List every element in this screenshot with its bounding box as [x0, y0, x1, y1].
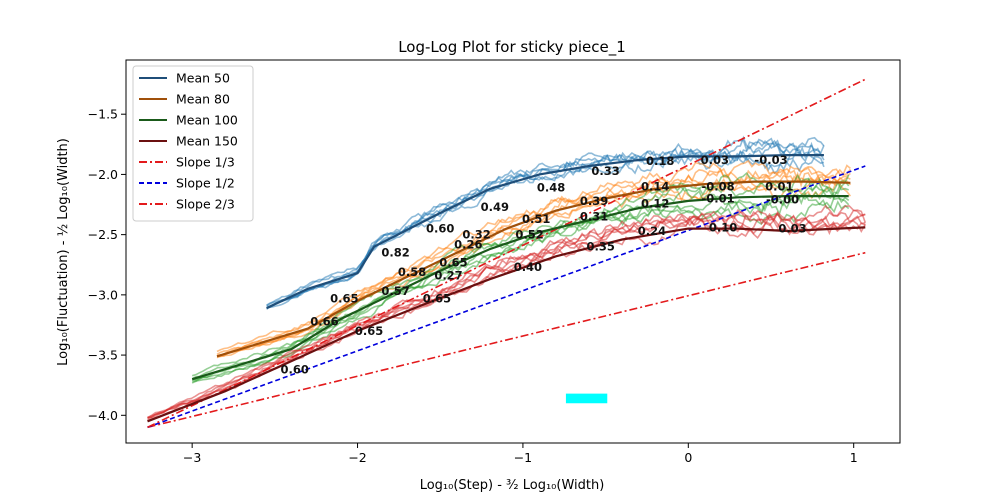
annotation-label: -0.08	[701, 179, 734, 193]
x-tick-label: 0	[684, 450, 692, 465]
mean-line	[266, 154, 824, 310]
annotation-label: 0.01	[765, 179, 793, 193]
y-tick-label: −4.0	[88, 408, 118, 423]
annotation-label: 0.66	[310, 314, 338, 328]
mean-lines	[147, 154, 866, 423]
plot-frame	[125, 59, 901, 444]
x-axis: −3 −2 −1 0 1	[183, 443, 858, 465]
x-tick-label: −1	[514, 450, 532, 465]
legend-label: Mean 80	[176, 92, 230, 107]
y-tick-label: −3.0	[88, 287, 118, 302]
reference-line	[147, 78, 866, 429]
y-tick-label: −2.5	[88, 227, 118, 242]
annotation-label: 0.39	[580, 194, 608, 208]
annotation-label: 0.12	[641, 196, 669, 210]
annotation-label: 0.65	[355, 324, 383, 338]
annotation-label: 0.03	[701, 153, 729, 167]
mean-line	[147, 226, 866, 423]
cyan-overlay	[565, 393, 608, 404]
y-axis: −4.0 −3.5 −3.0 −2.5 −2.0 −1.5	[88, 107, 126, 423]
cyan-rect	[565, 393, 608, 404]
chart-title: Log-Log Plot for sticky piece_1	[398, 38, 626, 57]
annotation-label: 0.51	[522, 212, 550, 226]
annotation-label: 0.31	[580, 210, 608, 224]
reference-line	[147, 165, 866, 429]
annotation-label: -0.01	[701, 192, 734, 206]
x-axis-label: Log₁₀(Step) - ³⁄₂ Log₁₀(Width)	[420, 478, 605, 493]
annotation-label: 0.26	[454, 237, 482, 251]
annotation-label: 0.27	[434, 269, 462, 283]
annotation-label: 0.18	[646, 154, 674, 168]
legend: Mean 50 Mean 80 Mean 100 Mean 150 Slope 1/3 S…	[132, 65, 254, 222]
annotation-label: 0.24	[638, 224, 666, 238]
y-tick-label: −3.5	[88, 348, 118, 363]
annotation-label: 0.49	[481, 200, 509, 214]
annotation-label: 0.03	[778, 222, 806, 236]
legend-label: Slope 1/2	[176, 176, 235, 191]
annotation-label: 0.35	[586, 240, 614, 254]
legend-label: Mean 100	[176, 113, 238, 128]
annotation-label: -0.03	[754, 153, 787, 167]
annotation-label: 0.32	[462, 228, 490, 242]
annotation-label: 0.14	[641, 179, 669, 193]
plot-area: 0.33 0.18 0.03 -0.03 0.48 0.14 -0.08 0.01 0.49 0.…	[147, 78, 867, 429]
legend-label: Mean 150	[176, 134, 238, 149]
individual-line	[216, 159, 851, 353]
x-tick-label: 1	[850, 450, 858, 465]
legend-label: Slope 1/3	[176, 155, 235, 170]
annotation-label: 0.60	[281, 363, 309, 377]
y-tick-label: −1.5	[88, 107, 118, 122]
mean-line	[191, 195, 849, 381]
annotation-label: -0.00	[766, 193, 799, 207]
x-tick-label: −3	[183, 450, 201, 465]
individual-line	[266, 137, 824, 306]
mean-line	[216, 180, 851, 358]
annotation-label: 0.65	[423, 291, 451, 305]
slope-annotations: 0.33 0.18 0.03 -0.03 0.48 0.14 -0.08 0.01 0.49 0.…	[281, 153, 807, 377]
individual-line	[191, 177, 850, 380]
legend-label: Slope 2/3	[176, 197, 235, 212]
legend-label: Mean 50	[176, 71, 230, 86]
annotation-label: 0.58	[398, 265, 426, 279]
annotation-label: 0.65	[439, 255, 467, 269]
x-tick-label: −2	[348, 450, 366, 465]
individual-line	[192, 190, 850, 383]
annotation-label: 0.10	[709, 220, 737, 234]
annotation-label: 0.52	[515, 228, 543, 242]
annotation-label: 0.48	[537, 181, 565, 195]
y-tick-label: −2.0	[88, 167, 118, 182]
annotation-label: 0.82	[381, 246, 409, 260]
y-axis-label: Log₁₀(Fluctuation) - ½ Log₁₀(Width)	[56, 138, 71, 366]
annotation-label: 0.40	[514, 260, 542, 274]
annotation-label: 0.33	[591, 164, 619, 178]
annotation-label: 0.65	[330, 291, 358, 305]
individual-line	[216, 179, 852, 359]
annotation-label: 0.57	[381, 284, 409, 298]
reference-lines	[147, 78, 866, 429]
annotation-label: 0.60	[426, 222, 454, 236]
reference-line	[147, 251, 866, 429]
individual-line	[147, 210, 866, 419]
